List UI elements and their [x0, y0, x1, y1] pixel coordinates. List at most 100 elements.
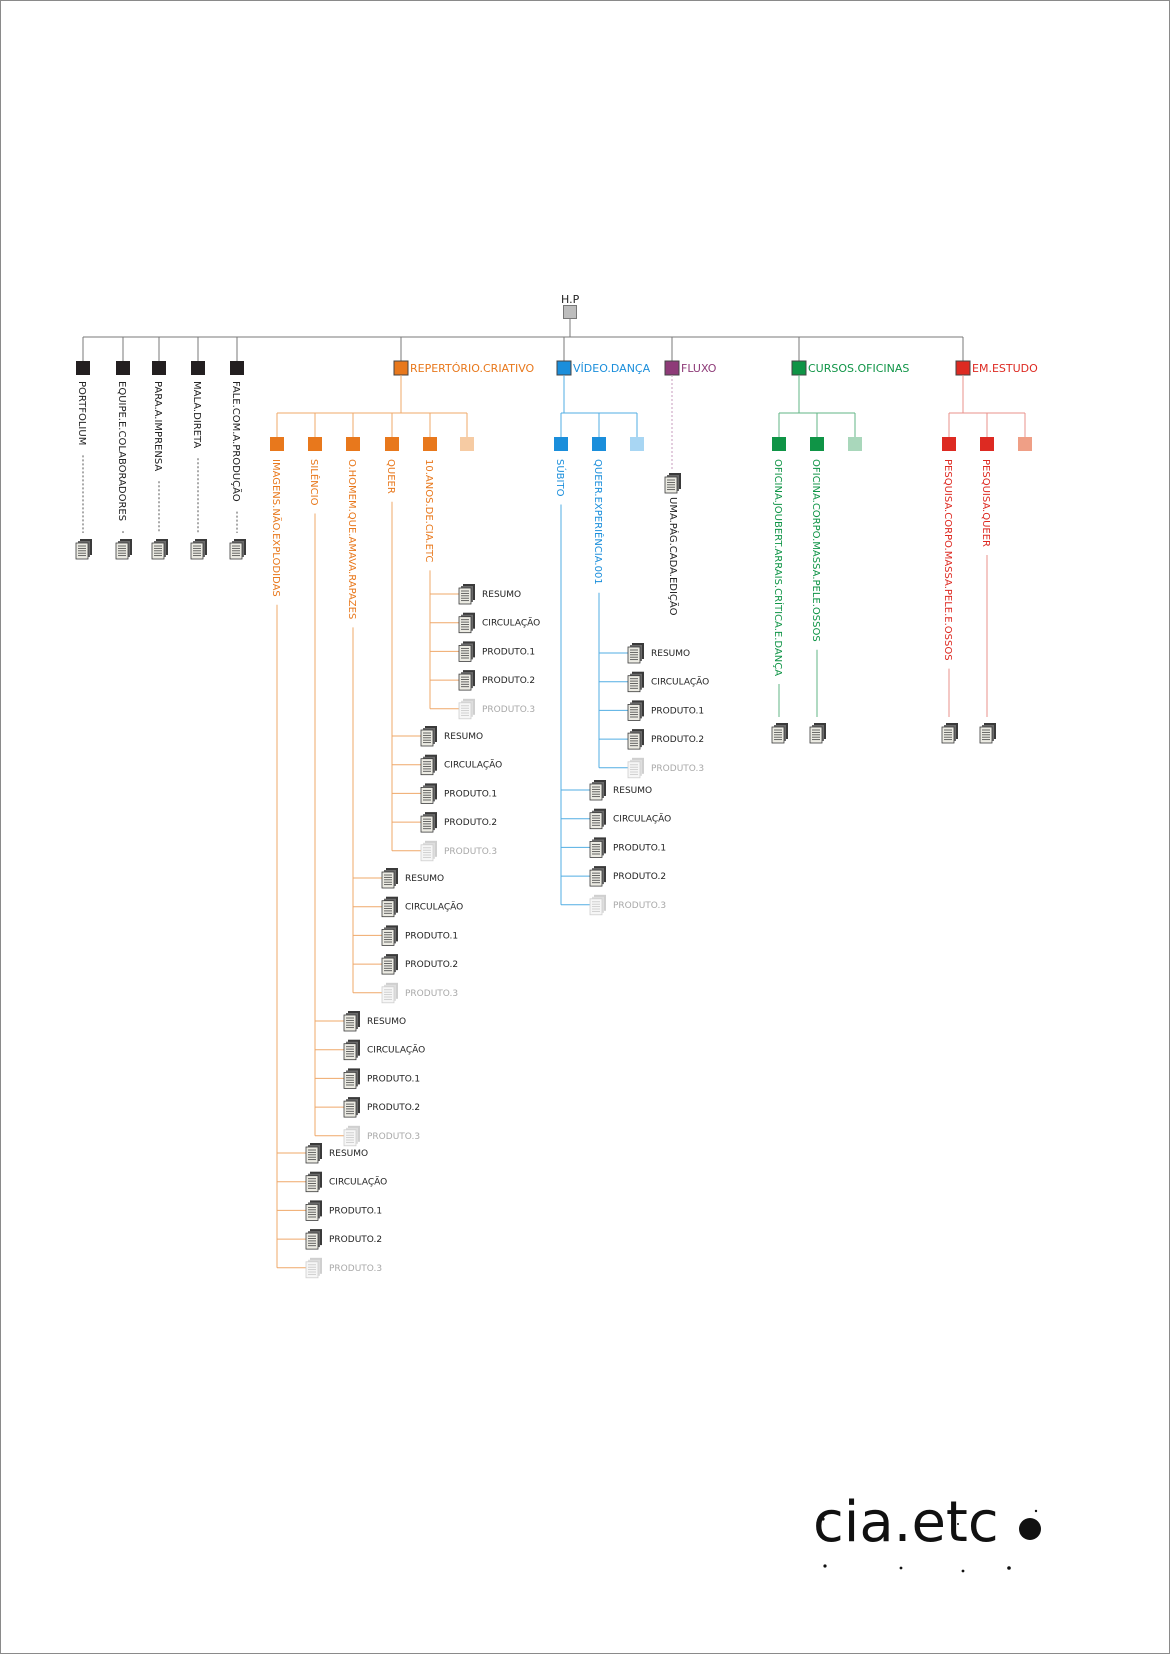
- doc-item-label[interactable]: PRODUTO.3: [613, 901, 666, 911]
- top-item-label[interactable]: FALE.COM.A.PRODUÇÃO: [230, 381, 243, 502]
- child-label[interactable]: QUEER: [385, 459, 396, 494]
- doc-item-label[interactable]: PRODUTO.2: [405, 960, 458, 970]
- document-stack-icon[interactable]: [420, 783, 437, 804]
- doc-item-label[interactable]: PRODUTO.3: [444, 847, 497, 857]
- doc-item-label[interactable]: PRODUTO.3: [329, 1264, 382, 1274]
- document-stack-icon[interactable]: [458, 612, 475, 634]
- document-stack-icon[interactable]: [151, 539, 168, 560]
- child-label[interactable]: SÚBITO: [554, 459, 567, 497]
- doc-item-label[interactable]: RESUMO: [444, 732, 483, 742]
- document-stack-icon[interactable]: [420, 726, 437, 747]
- section-node[interactable]: [664, 360, 680, 376]
- doc-item-label[interactable]: CIRCULAÇÃO: [651, 677, 709, 688]
- top-item-label[interactable]: MALA.DIRETA: [191, 381, 202, 448]
- top-item-label[interactable]: EQUIPE.E.COLABORADORES: [116, 381, 127, 521]
- document-stack-icon[interactable]: [305, 1143, 322, 1164]
- document-stack-icon[interactable]: [979, 723, 996, 744]
- doc-item-label[interactable]: CIRCULAÇÃO: [482, 618, 540, 629]
- child-label[interactable]: 10.ANOS.DE.CIA.ETC: [423, 459, 434, 562]
- document-stack-icon[interactable]: [343, 1097, 360, 1118]
- document-stack-icon[interactable]: [420, 840, 437, 862]
- document-stack-icon[interactable]: [343, 1125, 360, 1147]
- child-node[interactable]: [423, 437, 437, 451]
- top-item-label[interactable]: PORTFOLIUM: [76, 381, 87, 445]
- child-node[interactable]: [592, 437, 606, 451]
- doc-item-label[interactable]: RESUMO: [651, 649, 690, 659]
- top-item-node[interactable]: [76, 361, 90, 375]
- doc-item-label[interactable]: RESUMO: [405, 874, 444, 884]
- document-stack-icon[interactable]: [343, 1039, 360, 1061]
- document-stack-icon[interactable]: [305, 1200, 322, 1221]
- document-stack-icon[interactable]: [589, 808, 606, 830]
- document-stack-icon[interactable]: [627, 643, 644, 664]
- section-label[interactable]: VÍDEO.DANÇA: [573, 362, 651, 375]
- doc-item-label[interactable]: PRODUTO.2: [651, 735, 704, 745]
- document-stack-icon[interactable]: [627, 700, 644, 721]
- child-node[interactable]: [308, 437, 322, 451]
- document-stack-icon[interactable]: [627, 757, 644, 779]
- document-stack-icon[interactable]: [343, 1011, 360, 1032]
- document-stack-icon[interactable]: [305, 1257, 322, 1279]
- child-label[interactable]: OFICINA.CORPO.MASSA.PELE.OSSOS: [810, 459, 821, 642]
- document-stack-icon[interactable]: [229, 539, 246, 560]
- doc-item-label[interactable]: PRODUTO.3: [651, 764, 704, 774]
- doc-item-label[interactable]: PRODUTO.2: [367, 1103, 420, 1113]
- doc-item-label[interactable]: PRODUTO.1: [482, 647, 535, 657]
- child-node[interactable]: [270, 437, 284, 451]
- document-stack-icon[interactable]: [343, 1068, 360, 1089]
- child-node[interactable]: [554, 437, 568, 451]
- document-stack-icon[interactable]: [381, 982, 398, 1004]
- child-label[interactable]: IMAGENS.NÃO.EXPLODIDAS: [270, 459, 283, 597]
- child-node[interactable]: [810, 437, 824, 451]
- doc-item-label[interactable]: PRODUTO.1: [367, 1074, 420, 1084]
- doc-item-label[interactable]: PRODUTO.3: [405, 989, 458, 999]
- doc-item-label[interactable]: CIRCULAÇÃO: [613, 814, 671, 825]
- section-label[interactable]: EM.ESTUDO: [972, 362, 1038, 375]
- top-item-node[interactable]: [116, 361, 130, 375]
- doc-item-label[interactable]: RESUMO: [329, 1149, 368, 1159]
- doc-item-label[interactable]: CIRCULAÇÃO: [329, 1177, 387, 1188]
- placeholder-node[interactable]: [630, 437, 644, 451]
- section-label[interactable]: REPERTÓRIO.CRIATIVO: [410, 362, 535, 375]
- child-node[interactable]: [346, 437, 360, 451]
- document-stack-icon[interactable]: [627, 729, 644, 750]
- document-stack-icon[interactable]: [458, 670, 475, 691]
- document-stack-icon[interactable]: [458, 584, 475, 605]
- section-node[interactable]: [955, 360, 971, 376]
- document-stack-icon[interactable]: [458, 698, 475, 720]
- document-stack-icon[interactable]: [627, 671, 644, 693]
- doc-item-label[interactable]: RESUMO: [482, 590, 521, 600]
- doc-item-label[interactable]: RESUMO: [367, 1017, 406, 1027]
- document-stack-icon[interactable]: [305, 1229, 322, 1250]
- child-label[interactable]: OFICINA.JOUBERT.ARRAIS.CRÍTICA.E.DANÇA: [772, 459, 785, 676]
- child-label[interactable]: QUEER.EXPERIÊNCIA.001: [592, 459, 605, 585]
- document-stack-icon[interactable]: [589, 866, 606, 887]
- child-node[interactable]: [942, 437, 956, 451]
- doc-item-label[interactable]: PRODUTO.2: [444, 818, 497, 828]
- child-label[interactable]: O.HOMEM.QUE.AMAVA.RAPAZES: [346, 459, 357, 619]
- child-node[interactable]: [772, 437, 786, 451]
- document-stack-icon[interactable]: [420, 812, 437, 833]
- document-stack-icon[interactable]: [381, 868, 398, 889]
- section-label[interactable]: CURSOS.OFICINAS: [808, 362, 909, 375]
- document-stack-icon[interactable]: [381, 954, 398, 975]
- top-item-node[interactable]: [191, 361, 205, 375]
- document-stack-icon[interactable]: [381, 896, 398, 918]
- document-stack-icon[interactable]: [420, 754, 437, 776]
- doc-item-label[interactable]: PRODUTO.1: [444, 789, 497, 799]
- document-stack-icon[interactable]: [664, 473, 681, 494]
- top-item-node[interactable]: [230, 361, 244, 375]
- doc-item-label[interactable]: CIRCULAÇÃO: [405, 902, 463, 913]
- document-stack-icon[interactable]: [75, 539, 92, 560]
- doc-item-label[interactable]: PRODUTO.2: [482, 676, 535, 686]
- root-node-hp[interactable]: [563, 305, 577, 319]
- document-stack-icon[interactable]: [115, 539, 132, 560]
- doc-item-label[interactable]: PRODUTO.3: [367, 1132, 420, 1142]
- document-stack-icon[interactable]: [190, 539, 207, 560]
- doc-item-label[interactable]: PRODUTO.2: [613, 872, 666, 882]
- section-node[interactable]: [791, 360, 807, 376]
- top-item-node[interactable]: [152, 361, 166, 375]
- child-node[interactable]: [385, 437, 399, 451]
- doc-item-label[interactable]: PRODUTO.1: [329, 1206, 382, 1216]
- document-stack-icon[interactable]: [941, 723, 958, 744]
